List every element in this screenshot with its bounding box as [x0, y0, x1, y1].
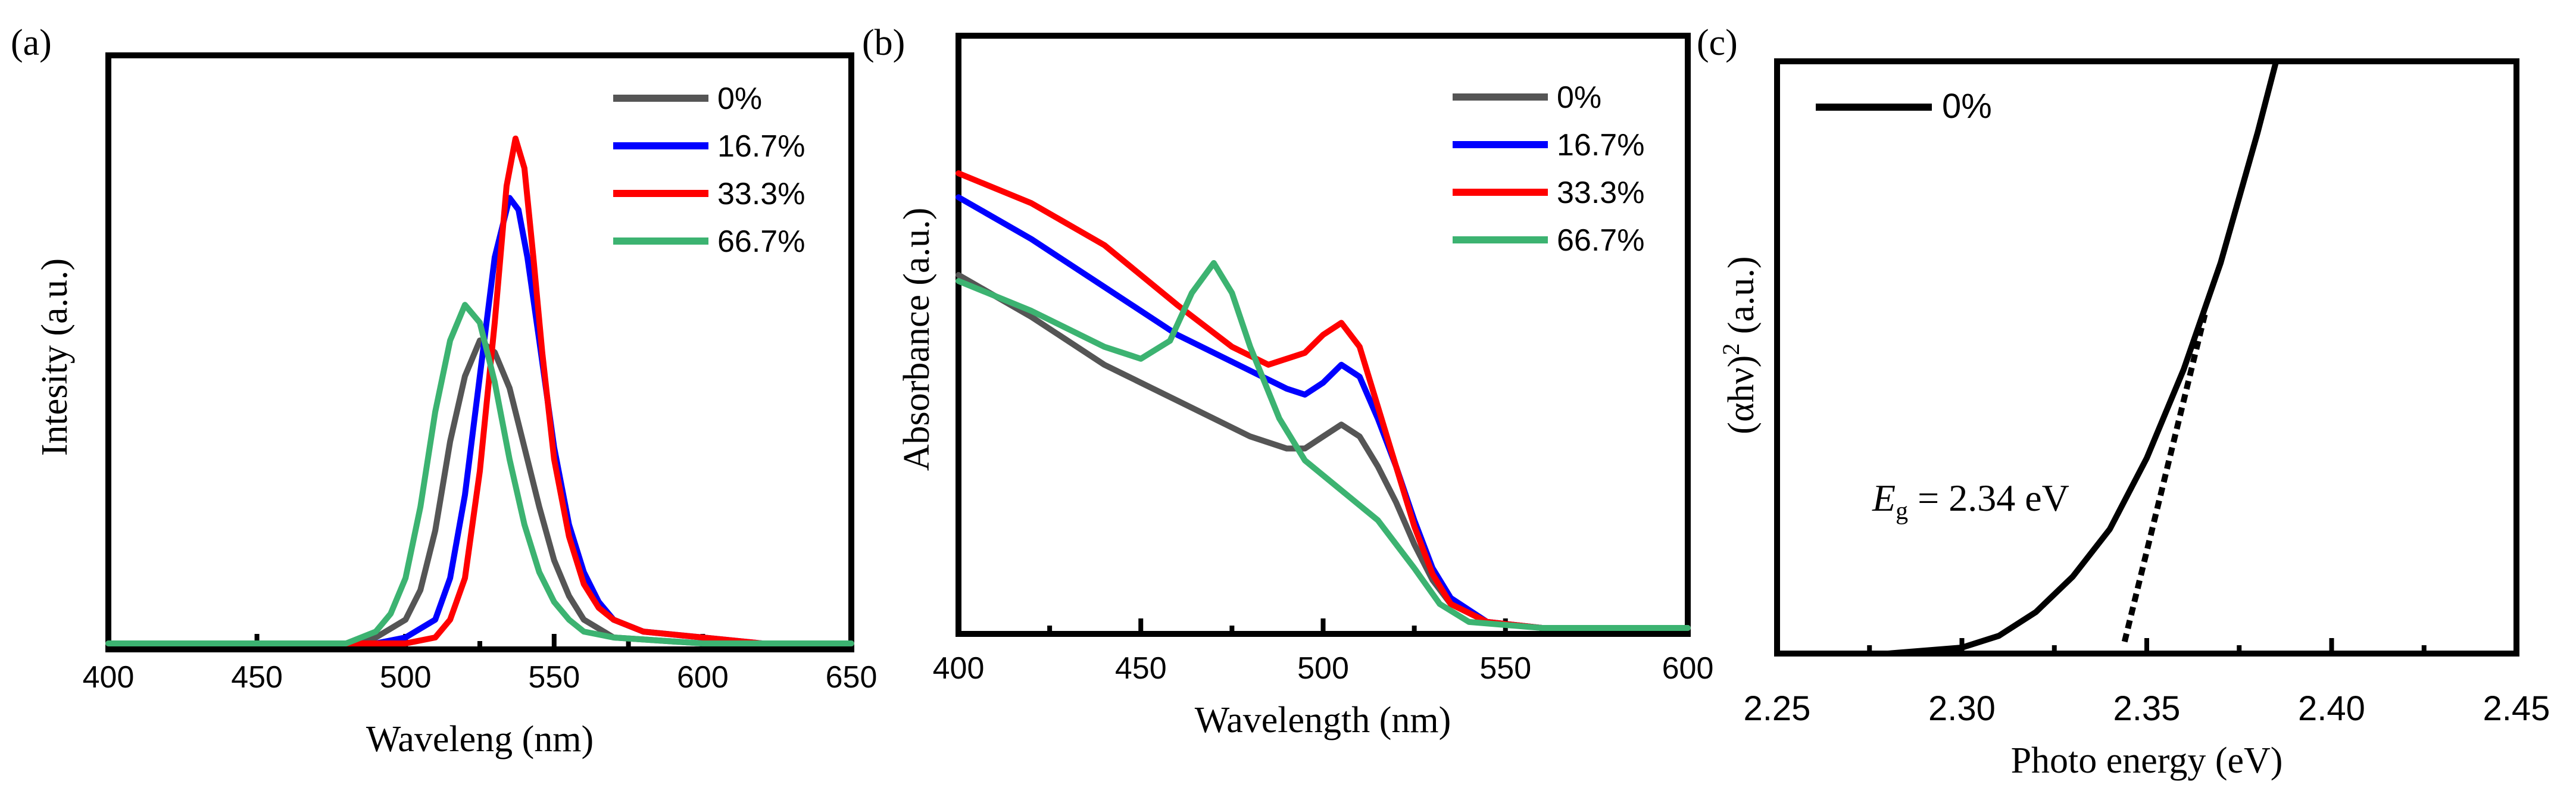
panel-c-frame	[1774, 58, 2519, 657]
legend-label: 0%	[1557, 80, 1601, 115]
legend-label: 0%	[717, 82, 762, 116]
series-line-16-7pct	[956, 194, 1691, 631]
series-line-16-7pct	[105, 195, 854, 646]
panel-b-ylabel: Absorbance (a.u.)	[897, 208, 937, 471]
panel-c-series	[1811, 58, 2280, 657]
legend-label: 66.7%	[717, 224, 805, 259]
panel-c: (c) (αhν)2 (a.u.) 2.25 2.30 2.35 2.40 2.45 0…	[1697, 23, 2550, 781]
panel-a-legend: 0% 16.7% 33.3% 66.7%	[613, 82, 805, 259]
bandgap-subscript: g	[1896, 498, 1908, 525]
x-tick-label: 400	[933, 651, 985, 686]
panel-b-xticks: 400 450 500 550 600	[933, 618, 1714, 686]
legend-label: 33.3%	[717, 177, 805, 211]
series-line-33-3pct	[956, 170, 1691, 631]
panel-c-ylabel-sup: 2	[1718, 343, 1744, 355]
x-tick-label: 2.25	[1744, 689, 1811, 728]
panel-a-ylabel: Intesity (a.u.)	[35, 258, 75, 456]
panel-b-label: (b)	[862, 23, 905, 63]
panel-b-series	[956, 170, 1691, 631]
panel-b: (b) Absorbance (a.u.) 400 450 500 550 600 0%…	[862, 23, 1713, 740]
panel-c-legend: 0%	[1816, 87, 1992, 126]
tangent-line	[2121, 309, 2209, 643]
panel-c-ylabel: (αhν)2 (a.u.)	[1718, 256, 1762, 434]
panel-c-ylabel-main: (αhν)	[1721, 355, 1762, 435]
panel-c-ylabel-tail: (a.u.)	[1721, 256, 1762, 343]
bandgap-symbol: E	[1872, 477, 1896, 519]
x-tick-label: 2.30	[1928, 689, 1996, 728]
panel-a-series	[105, 135, 854, 646]
x-tick-label: 650	[826, 660, 878, 695]
x-tick-label: 450	[1115, 651, 1167, 686]
series-line-66-7pct	[105, 302, 854, 646]
x-tick-label: 550	[528, 660, 580, 695]
series-line-66-7pct	[956, 260, 1691, 631]
legend-label: 66.7%	[1557, 223, 1644, 258]
x-tick-label: 600	[1662, 651, 1714, 686]
bandgap-annotation: Eg = 2.34 eV	[1872, 477, 2069, 525]
panel-a: (a) Intesity (a.u.) 400 450 500 550 600 650 0…	[11, 23, 877, 760]
series-line-0pct	[1811, 58, 2280, 657]
panel-a-xticks: 400 450 500 550 600 650	[83, 634, 878, 695]
panel-c-xticks: 2.25 2.30 2.35 2.40 2.45	[1744, 638, 2550, 728]
legend-label: 33.3%	[1557, 176, 1644, 210]
x-tick-label: 450	[231, 660, 283, 695]
panel-c-xlabel: Photo energy (eV)	[2011, 740, 2283, 781]
bandgap-value: = 2.34 eV	[1908, 477, 2069, 519]
x-tick-label: 600	[677, 660, 729, 695]
x-tick-label: 500	[1297, 651, 1349, 686]
panel-a-label: (a)	[11, 23, 52, 63]
x-tick-label: 2.40	[2298, 689, 2365, 728]
panel-a-xlabel: Waveleng (nm)	[366, 719, 594, 760]
series-line-33-3pct	[105, 135, 854, 646]
legend-label: 16.7%	[1557, 128, 1644, 162]
panel-b-xlabel: Wavelength (nm)	[1195, 700, 1451, 740]
x-tick-label: 2.35	[2113, 689, 2181, 728]
x-tick-label: 2.45	[2483, 689, 2550, 728]
x-tick-label: 500	[380, 660, 432, 695]
legend-label: 0%	[1942, 87, 1992, 126]
x-tick-label: 400	[83, 660, 135, 695]
panel-c-label: (c)	[1697, 23, 1738, 63]
legend-label: 16.7%	[717, 129, 805, 164]
panel-b-legend: 0% 16.7% 33.3% 66.7%	[1453, 80, 1644, 258]
x-tick-label: 550	[1479, 651, 1531, 686]
